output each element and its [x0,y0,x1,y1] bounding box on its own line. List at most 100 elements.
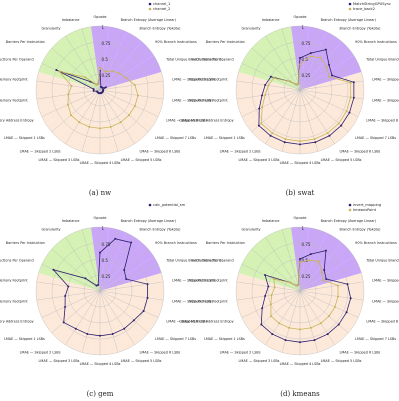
series-point [272,77,275,80]
axis-label: Instructions Per Operand [0,259,34,263]
spoke [241,264,301,292]
axis-label: LMAE — Skipped 1 LSBs [4,136,45,140]
series-point [324,48,327,51]
series-point [99,251,101,254]
axis-label: Total Unique Branch Instructions [365,259,399,263]
r-tick-label: 0.25 [302,274,311,279]
series-point [257,124,260,127]
spoke [265,36,301,91]
spoke [99,89,135,144]
spoke [36,80,101,91]
sector [58,291,100,350]
series-point [272,278,275,281]
axis-label: LMAE — Skipped 3 LSBs [39,359,80,363]
sector [238,55,300,90]
legend-label: trace_back2 [353,7,375,11]
sector [58,232,100,291]
sector [100,90,162,125]
series-point [66,103,69,106]
legend-marker [348,203,352,207]
legend-label: kmeansPoint [353,208,377,212]
sector [300,55,362,90]
axis-label: LMAE — Skipped 4 LSBs [280,161,321,165]
series-point [322,279,325,282]
sector [273,26,300,90]
series-point [283,141,286,144]
series-point [273,286,276,289]
series-point [345,311,348,314]
sector [36,291,100,310]
sector [300,227,327,291]
axis-label: Total Unique Branch Instructions [365,58,399,62]
series-point [97,283,100,286]
axis-label: LMAE — Skipped 1 LSBs [4,337,45,341]
series-point [128,114,131,117]
series-point [328,75,331,78]
series-point [264,94,267,97]
series-point [352,81,355,84]
r-tick-label: 0.75 [302,41,311,46]
legend-label: calc_potential_sm [153,203,186,207]
axis-label: LMAE — Skipped 6 LSBs [339,350,380,354]
spoke [299,89,359,117]
series-point [125,77,128,80]
sector [46,90,100,139]
series-point [137,94,140,97]
legend-marker [148,203,152,207]
series-point [352,96,355,99]
spoke [99,80,164,91]
spoke [41,264,101,292]
spoke [81,229,101,292]
axis-label: Opcode [294,216,307,220]
sector [100,291,142,350]
sector [300,291,342,350]
sector [246,41,300,90]
series-point [70,84,73,87]
axis-label: Opcode [294,15,307,19]
sector [36,272,100,291]
axis-label: LMAE — Skipped 9 LSBs [372,98,399,102]
series-point [132,319,135,322]
spoke [299,290,364,301]
series-point [123,327,126,330]
sector [300,256,362,291]
axis-label: Branch Entropy (Average Linear) [321,219,377,223]
series-point [104,70,107,73]
spoke [99,264,159,292]
spoke [251,248,301,292]
series-point [337,323,340,326]
series-point [118,72,121,75]
axis-label: LMAE — Skipped 3 LSBs [39,158,80,162]
r-tick-label: 0.25 [302,73,311,78]
spoke [99,290,135,345]
series-point [99,334,101,337]
caption: (a) nw [89,189,111,197]
sector [100,41,154,90]
series-point [328,315,331,318]
axis-label: LMAE — Skipped 7 LSBs [155,337,196,341]
legend-marker [348,208,352,212]
spoke [65,290,101,345]
series-point [269,303,272,306]
sector [73,291,100,355]
series-point [313,138,316,141]
axis-label: LMAE — Skipped 6 LSBs [139,350,180,354]
series-point [349,81,352,84]
spoke [99,89,119,152]
spoke [265,89,301,144]
series-point [340,124,343,127]
r-tick-label: 0.75 [102,41,111,46]
sector [238,291,300,326]
axis-label: Granularity [41,27,60,31]
axis-label: Granularity [241,228,260,232]
series-point [328,134,331,137]
legend-marker [148,2,152,6]
sector [100,291,162,326]
spoke [299,264,359,292]
legend-label: chanrel_1 [153,2,170,6]
spoke [281,290,301,353]
axis-label: LMAE — Skipped 7 LSBs [355,337,396,341]
axis-label: LMAE — Skipped 3 LSBs [239,158,280,162]
spoke [299,89,319,152]
